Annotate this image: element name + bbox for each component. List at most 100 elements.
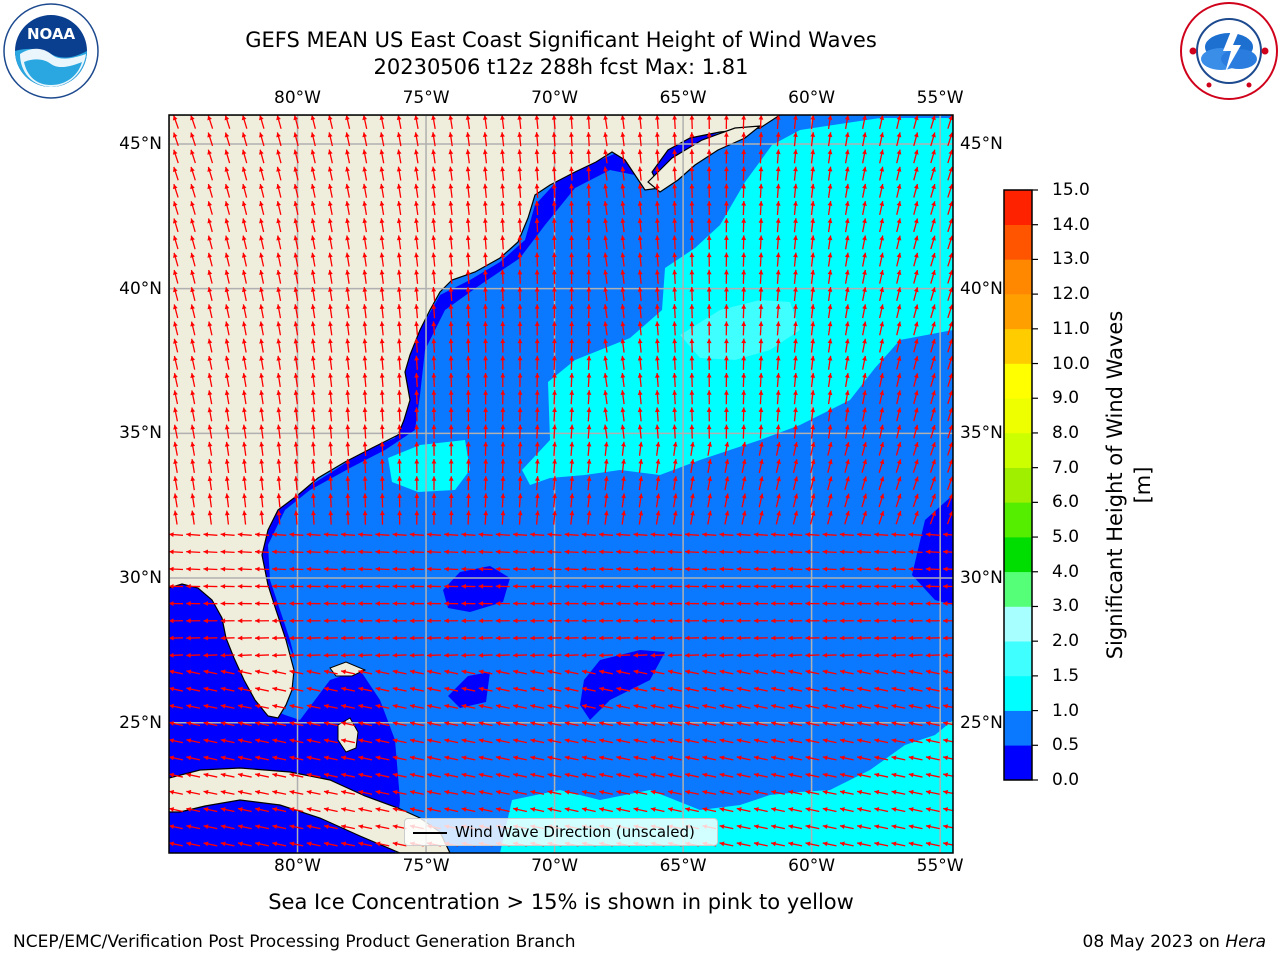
- wave-direction-arrow: [822, 772, 837, 778]
- wave-direction-arrow: [741, 183, 747, 198]
- wave-direction-arrow: [465, 252, 471, 267]
- wave-direction-arrow: [495, 601, 510, 606]
- wave-direction-arrow: [276, 321, 282, 336]
- wave-direction-arrow: [220, 532, 235, 538]
- wave-direction-arrow: [512, 652, 528, 658]
- wave-direction-arrow: [293, 218, 299, 233]
- wave-direction-arrow: [461, 789, 476, 795]
- wave-direction-arrow: [844, 183, 850, 198]
- wave-direction-arrow: [667, 635, 682, 641]
- wave-direction-arrow: [207, 115, 214, 129]
- wave-direction-arrow: [551, 149, 557, 164]
- wave-direction-arrow: [444, 635, 459, 641]
- wave-direction-arrow: [448, 218, 454, 233]
- wave-direction-arrow: [530, 721, 545, 727]
- wave-direction-arrow: [896, 235, 902, 250]
- wave-direction-arrow: [771, 841, 785, 847]
- wave-direction-arrow: [943, 686, 953, 692]
- wave-direction-arrow: [534, 200, 540, 216]
- wave-direction-arrow: [581, 583, 596, 589]
- wave-direction-arrow: [323, 669, 338, 675]
- wave-direction-arrow: [913, 218, 919, 233]
- wave-direction-arrow: [637, 183, 643, 198]
- wave-direction-arrow: [929, 476, 936, 491]
- wave-direction-arrow: [173, 355, 179, 370]
- wave-direction-arrow: [310, 372, 316, 388]
- wave-direction-arrow: [569, 424, 575, 439]
- wave-direction-arrow: [822, 686, 837, 692]
- wave-direction-arrow: [569, 286, 575, 302]
- wave-direction-arrow: [482, 218, 488, 233]
- wave-direction-arrow: [650, 566, 665, 572]
- wave-direction-arrow: [169, 669, 183, 675]
- wave-direction-arrow: [942, 549, 953, 555]
- wave-direction-arrow: [775, 132, 781, 147]
- wave-direction-arrow: [224, 441, 230, 456]
- wave-direction-arrow: [341, 669, 355, 675]
- wave-direction-arrow: [633, 601, 648, 606]
- wave-direction-arrow: [483, 372, 488, 388]
- wave-direction-arrow: [581, 738, 596, 744]
- wave-direction-arrow: [414, 424, 420, 439]
- wave-direction-arrow: [775, 476, 781, 491]
- wave-direction-arrow: [599, 755, 613, 761]
- wave-direction-arrow: [358, 652, 373, 658]
- wave-direction-arrow: [741, 459, 747, 473]
- wave-direction-arrow: [547, 652, 562, 658]
- wave-direction-arrow: [224, 355, 230, 370]
- wave-direction-arrow: [552, 493, 558, 508]
- wave-direction-arrow: [478, 549, 493, 555]
- wave-direction-arrow: [547, 721, 562, 727]
- wave-direction-arrow: [392, 601, 407, 606]
- wave-direction-arrow: [706, 166, 712, 181]
- wave-direction-arrow: [500, 252, 506, 267]
- wave-direction-arrow: [758, 218, 764, 233]
- colorbar-segment: [1004, 710, 1032, 746]
- wave-direction-arrow: [396, 321, 402, 336]
- wave-direction-arrow: [702, 807, 717, 813]
- wave-direction-arrow: [775, 407, 781, 422]
- wave-direction-arrow: [908, 807, 923, 813]
- wave-direction-arrow: [827, 235, 833, 250]
- wave-direction-arrow: [598, 532, 614, 538]
- wave-direction-arrow: [925, 566, 940, 572]
- wave-direction-arrow: [362, 424, 368, 439]
- wave-direction-arrow: [724, 235, 729, 250]
- wave-direction-arrow: [650, 618, 665, 624]
- wave-direction-arrow: [947, 304, 953, 319]
- wave-direction-arrow: [396, 149, 402, 164]
- colorbar-segment: [1004, 294, 1032, 330]
- wave-direction-arrow: [810, 441, 816, 456]
- wave-direction-arrow: [517, 424, 523, 439]
- wave-direction-arrow: [879, 235, 885, 250]
- wave-direction-arrow: [190, 321, 196, 336]
- wave-direction-arrow: [306, 789, 321, 795]
- wave-direction-arrow: [947, 407, 953, 422]
- wave-direction-arrow: [891, 618, 906, 624]
- wave-direction-arrow: [237, 686, 252, 692]
- wave-direction-arrow: [375, 824, 390, 830]
- wave-direction-arrow: [788, 583, 803, 589]
- wave-direction-arrow: [650, 549, 665, 555]
- wave-direction-arrow: [500, 441, 506, 456]
- wave-direction-arrow: [341, 807, 355, 813]
- wave-direction-arrow: [822, 583, 837, 589]
- wave-direction-arrow: [827, 476, 833, 491]
- wave-direction-arrow: [633, 669, 648, 675]
- wave-direction-arrow: [547, 566, 562, 572]
- wave-direction-arrow: [758, 441, 764, 456]
- colorbar-tick-label: 10.0: [1052, 353, 1090, 374]
- wave-direction-arrow: [633, 618, 648, 624]
- wave-direction-arrow: [620, 252, 626, 267]
- wave-direction-arrow: [448, 200, 454, 216]
- wave-direction-arrow: [655, 407, 660, 422]
- wave-direction-arrow: [259, 493, 265, 508]
- wave-direction-arrow: [259, 304, 264, 319]
- wave-direction-arrow: [255, 807, 269, 813]
- wave-direction-arrow: [758, 252, 764, 267]
- wave-direction-arrow: [414, 321, 419, 336]
- wave-direction-arrow: [586, 132, 592, 147]
- wave-direction-arrow: [637, 115, 643, 130]
- wave-direction-arrow: [276, 201, 282, 215]
- wave-direction-arrow: [598, 583, 614, 589]
